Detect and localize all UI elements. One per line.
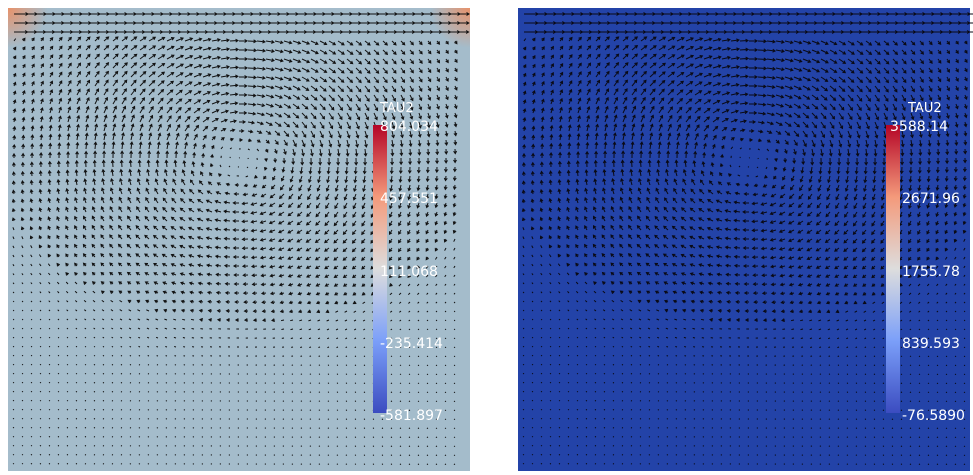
colorbar-label: -581.897: [380, 408, 443, 424]
colorbar-label: 2671.96: [902, 191, 960, 207]
panel: TAU2 3588.14 2671.96 1755.78 839.593 -76…: [518, 8, 973, 471]
screenshot: TAU2 804.034 457.551 111.068 -235.414 -5…: [0, 0, 973, 475]
colorbar-label: 804.034: [380, 119, 438, 135]
colorbar-label: 457.551: [380, 191, 438, 207]
colorbar-label: -235.414: [380, 336, 443, 352]
colorbar-label: 839.593: [902, 336, 960, 352]
colorbar-label: 3588.14: [890, 119, 948, 135]
colorbar: [886, 125, 900, 413]
panel: TAU2 804.034 457.551 111.068 -235.414 -5…: [8, 8, 470, 471]
colorbar-title: TAU2: [379, 101, 414, 116]
colorbar-label: -76.5890: [902, 408, 965, 424]
colorbar-title: TAU2: [907, 101, 942, 116]
colorbar-label: 111.068: [380, 264, 438, 280]
colorbar-label: 1755.78: [902, 264, 960, 280]
